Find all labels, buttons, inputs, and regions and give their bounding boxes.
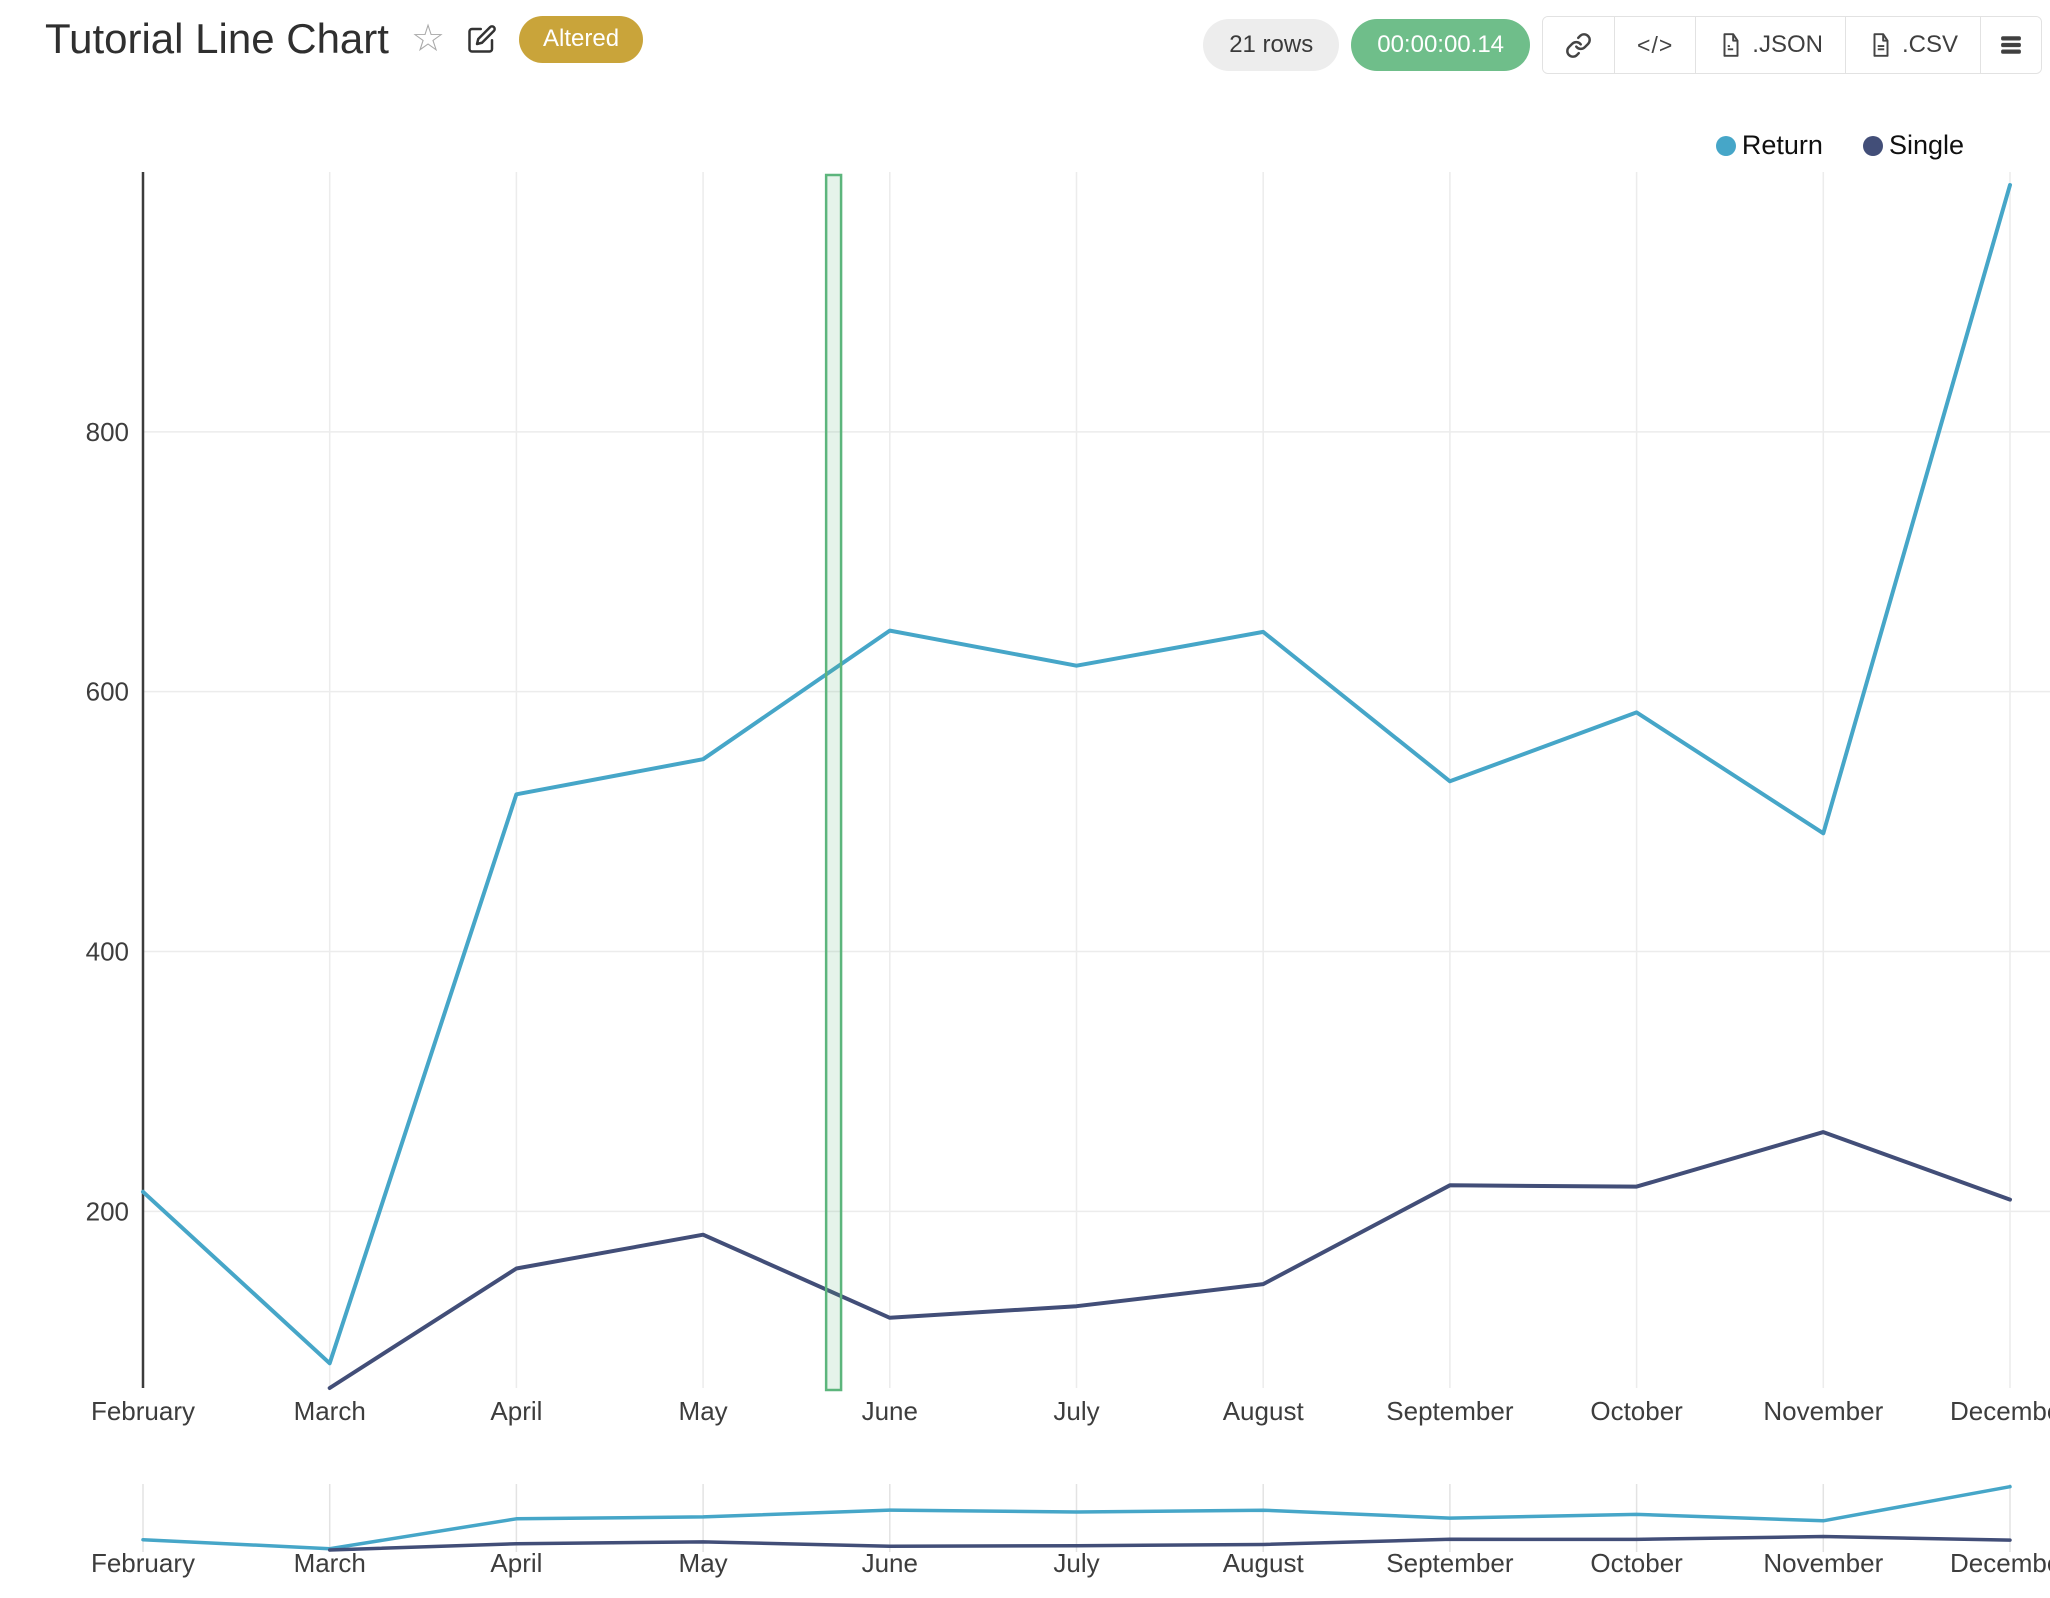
- edit-icon[interactable]: [467, 24, 497, 54]
- json-file-icon: [1723, 33, 1739, 57]
- range-slider-line-single: [327, 1534, 2012, 1552]
- favorite-star-icon[interactable]: ☆: [410, 18, 446, 61]
- legend-item-return[interactable]: Return: [1715, 130, 1823, 161]
- menu-button[interactable]: [1980, 17, 2041, 73]
- svg-text:October: October: [1590, 1396, 1683, 1426]
- svg-text:600: 600: [86, 677, 129, 707]
- link-icon: [1566, 32, 1591, 58]
- link-button[interactable]: [1543, 17, 1615, 73]
- range-slider-line-return: [141, 1484, 2012, 1551]
- svg-text:June: June: [862, 1548, 918, 1578]
- legend-dot-return: [1715, 135, 1736, 156]
- svg-text:May: May: [679, 1396, 728, 1426]
- svg-text:July: July: [1053, 1548, 1099, 1578]
- x-axis-labels: February March April May June July August Septe…: [91, 1396, 2050, 1426]
- legend-item-single[interactable]: Single: [1862, 130, 1964, 161]
- export-button-group: </> .JSON .CSV: [1542, 16, 2042, 74]
- svg-text:February: February: [91, 1548, 195, 1578]
- csv-file-icon: [1873, 33, 1889, 57]
- header-controls: 21 rows 00:00:00.14 </> .JSON .CSV: [1203, 16, 2042, 74]
- y-axis-labels: 200 400 600 800: [86, 417, 129, 1226]
- svg-text:April: April: [490, 1548, 542, 1578]
- svg-text:November: November: [1763, 1396, 1883, 1426]
- svg-text:September: September: [1386, 1396, 1514, 1426]
- svg-text:June: June: [862, 1396, 918, 1426]
- page-title: Tutorial Line Chart: [45, 15, 389, 62]
- legend-dot-single: [1862, 135, 1883, 156]
- header-title-row: Tutorial Line Chart ☆ Altered: [45, 14, 644, 64]
- svg-text:March: March: [294, 1396, 366, 1426]
- svg-text:December: December: [1950, 1548, 2050, 1578]
- series-line-return[interactable]: [141, 183, 2012, 1366]
- svg-text:August: August: [1223, 1548, 1305, 1578]
- execution-time-badge: 00:00:00.14: [1351, 18, 1531, 72]
- svg-text:December: December: [1950, 1396, 2050, 1426]
- svg-text:800: 800: [86, 417, 129, 447]
- menu-icon: [2001, 36, 2021, 54]
- legend-label: Return: [1741, 130, 1823, 160]
- svg-text:September: September: [1386, 1548, 1514, 1578]
- svg-text:November: November: [1763, 1548, 1883, 1578]
- series-line-single[interactable]: [327, 1130, 2012, 1390]
- range-slider[interactable]: [141, 1484, 2012, 1552]
- download-json-button[interactable]: .JSON: [1695, 17, 1845, 73]
- chart-legend: Return Single: [1715, 130, 1964, 161]
- main-grid: [143, 172, 2050, 1388]
- code-icon: </>: [1637, 31, 1674, 58]
- svg-text:October: October: [1590, 1548, 1683, 1578]
- svg-text:August: August: [1223, 1396, 1305, 1426]
- svg-text:400: 400: [86, 936, 129, 966]
- selection-band[interactable]: [824, 173, 843, 1392]
- svg-text:February: February: [91, 1396, 195, 1426]
- rows-count-badge: 21 rows: [1203, 18, 1340, 72]
- embed-code-button[interactable]: </>: [1614, 17, 1696, 73]
- range-slider-labels: February March April May June July August Septe…: [91, 1548, 2050, 1578]
- legend-label: Single: [1888, 130, 1964, 160]
- download-csv-button[interactable]: .CSV: [1844, 17, 1980, 73]
- svg-text:200: 200: [86, 1196, 129, 1226]
- status-badge: Altered: [519, 15, 644, 63]
- svg-text:April: April: [490, 1396, 542, 1426]
- svg-text:July: July: [1053, 1396, 1099, 1426]
- svg-text:May: May: [679, 1548, 728, 1578]
- svg-text:March: March: [294, 1548, 366, 1578]
